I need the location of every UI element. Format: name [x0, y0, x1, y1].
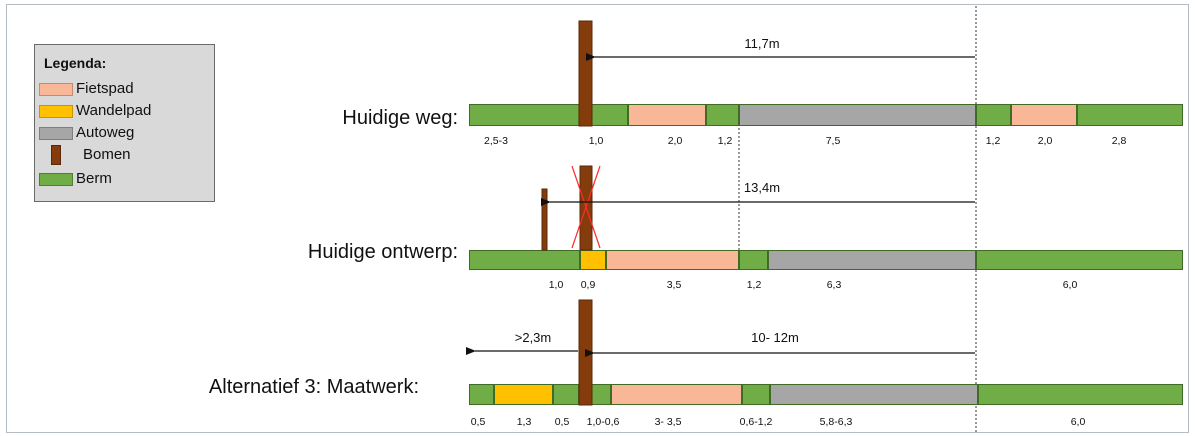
tree-swatch: [51, 145, 61, 165]
row1-segment-value: 1,0: [589, 135, 604, 147]
row3-label: Alternatief 3: Maatwerk:: [209, 376, 419, 398]
row2-distance-label: 13,4m: [744, 180, 780, 195]
row3-segment-wandelpad: [494, 384, 553, 405]
row3-segment-berm: [742, 384, 770, 405]
row2-tree-cross-line: [571, 165, 601, 249]
row1-tree: [578, 20, 593, 127]
row3-segment-fietspad: [611, 384, 742, 405]
row1-segment-fietspad: [1011, 104, 1077, 126]
legend-label-fietspad: Fietspad: [76, 80, 134, 97]
row2-segment-value: 6,3: [827, 279, 842, 291]
row1-segment-berm: [469, 104, 580, 126]
row2-segment-wandelpad: [580, 250, 606, 270]
row1-segment-berm: [976, 104, 1011, 126]
row3-segment-value: 0,6-1,2: [740, 416, 773, 428]
diagram-frame: [6, 4, 1189, 433]
row2-segment-berm: [469, 250, 580, 270]
row3-tree: [578, 299, 593, 406]
row1-segment-berm: [706, 104, 739, 126]
row2-label: Huidige ontwerp:: [308, 241, 458, 263]
row2-segment-fietspad: [606, 250, 739, 270]
wandelpad-swatch: [39, 105, 73, 118]
fietspad-swatch: [39, 83, 73, 96]
row1-segment-value: 2,0: [1038, 135, 1053, 147]
row2-segment-autoweg: [768, 250, 976, 270]
row3-distance-label: 10- 12m: [751, 330, 799, 345]
legend-label-wandelpad: Wandelpad: [76, 102, 152, 119]
legend: Legenda: Fietspad Wandelpad Autoweg Bome…: [34, 44, 215, 202]
row1-segment-value: 1,2: [718, 135, 733, 147]
berm-swatch: [39, 173, 73, 186]
row3-segment-value: 1,0-0,6: [587, 416, 620, 428]
row3-segment-autoweg: [770, 384, 978, 405]
legend-title: Legenda:: [44, 55, 107, 71]
row3-segment-berm: [978, 384, 1183, 405]
row1-label: Huidige weg:: [342, 107, 458, 129]
row1-segment-fietspad: [628, 104, 706, 126]
row3-segment-value: 0,5: [471, 416, 486, 428]
row3-segment-value: 0,5: [555, 416, 570, 428]
row1-segment-value: 2,5-3: [484, 135, 508, 147]
legend-label-bomen: Bomen: [83, 146, 131, 163]
row2-segment-value: 1,0: [549, 279, 564, 291]
row2-segment-berm: [739, 250, 768, 270]
row1-segment-value: 2,0: [668, 135, 683, 147]
row3-segment-value: 3- 3,5: [655, 416, 682, 428]
row2-tree: [541, 188, 548, 251]
row1-distance-label: 11,7m: [744, 36, 779, 51]
row2-segment-value: 3,5: [667, 279, 682, 291]
row1-segment-value: 1,2: [986, 135, 1001, 147]
row3-segment-value: 5,8-6,3: [820, 416, 853, 428]
legend-label-berm: Berm: [76, 170, 112, 187]
autoweg-swatch: [39, 127, 73, 140]
row3-segment-value: 6,0: [1071, 416, 1086, 428]
row2-segment-value: 1,2: [747, 279, 762, 291]
row2-segment-value: 6,0: [1063, 279, 1078, 291]
row2-segment-value: 0,9: [581, 279, 596, 291]
row3-distance-label: >2,3m: [515, 330, 552, 345]
row3-segment-value: 1,3: [517, 416, 532, 428]
row3-segment-berm: [469, 384, 494, 405]
row1-segment-berm: [1077, 104, 1183, 126]
row2-segment-berm: [976, 250, 1183, 270]
row1-segment-value: 7,5: [826, 135, 841, 147]
legend-label-autoweg: Autoweg: [76, 124, 135, 141]
row3-segment-berm: [553, 384, 579, 405]
row1-segment-autoweg: [739, 104, 976, 126]
row1-segment-value: 2,8: [1112, 135, 1127, 147]
